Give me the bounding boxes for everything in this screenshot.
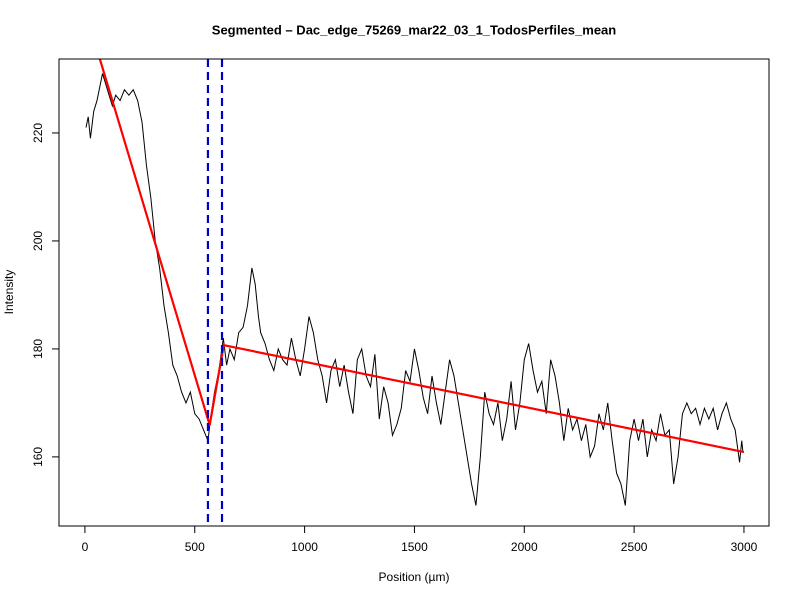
x-tick-label: 1000 <box>291 540 318 554</box>
y-tick-label: 160 <box>31 447 45 467</box>
y-tick-label: 180 <box>31 339 45 359</box>
x-tick-label: 3000 <box>731 540 758 554</box>
x-axis-label: Position (µm) <box>379 570 450 584</box>
y-axis-label: Intensity <box>2 270 16 315</box>
series-line <box>98 59 745 454</box>
x-tick-label: 2500 <box>621 540 648 554</box>
plot-area <box>85 59 745 526</box>
x-tick-label: 0 <box>82 540 89 554</box>
y-tick-label: 200 <box>31 231 45 251</box>
series-line <box>85 73 744 506</box>
x-tick-label: 500 <box>185 540 205 554</box>
x-tick-label: 1500 <box>401 540 428 554</box>
y-tick-label: 220 <box>31 123 45 143</box>
x-tick-label: 2000 <box>511 540 538 554</box>
chart-title: Segmented – Dac_edge_75269_mar22_03_1_To… <box>212 22 616 37</box>
